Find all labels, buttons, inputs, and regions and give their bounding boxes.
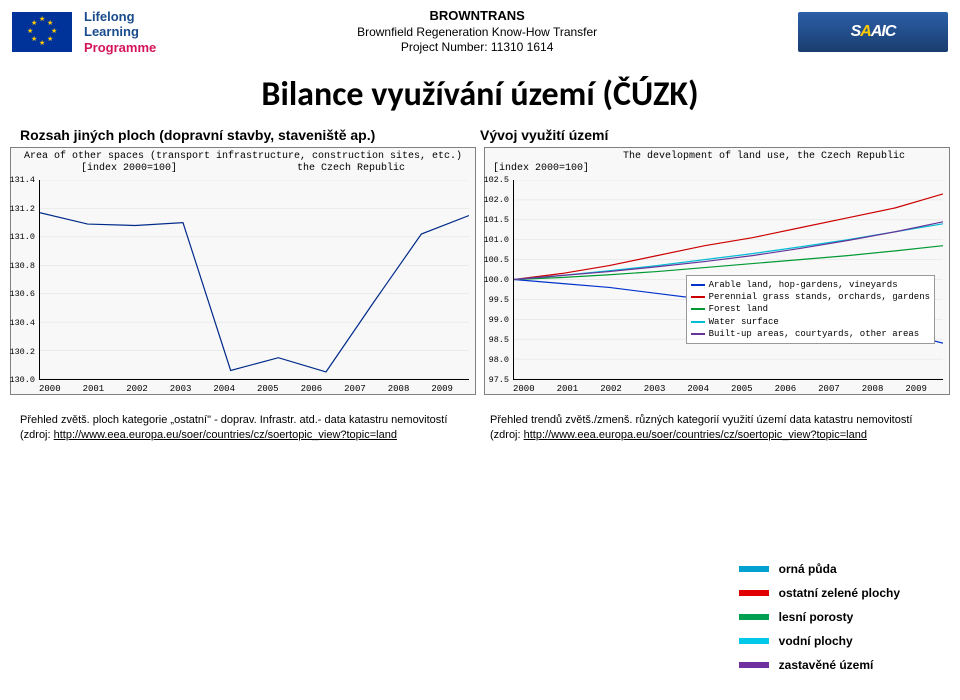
chart2-legend: Arable land, hop-gardens, vineyardsPeren…: [686, 275, 935, 344]
saaic-logo: SAAIC: [798, 12, 948, 52]
chart2-xlabels: 2000200120022003200420052006200720082009: [485, 384, 949, 394]
footer-right: Přehled trendů zvětš./zmenš. různých kat…: [490, 413, 940, 443]
chart1-title-l2: [index 2000=100] the Czech Republic: [15, 163, 471, 175]
footer-captions: Přehled zvětš. ploch kategorie „ostatní"…: [0, 399, 960, 451]
lifelong-line1: Lifelong: [84, 9, 156, 25]
project-number: Project Number: 11310 1614: [168, 40, 786, 56]
chart-right: The development of land use, the Czech R…: [484, 147, 950, 395]
chart2-title-l1: The development of land use, the Czech R…: [489, 151, 945, 163]
chart2-ylabels: 97.598.098.599.099.5100.0100.5101.0101.5…: [485, 180, 511, 380]
legend-item: zastavěné území: [739, 658, 900, 672]
lifelong-logo: Lifelong Learning Programme: [84, 9, 156, 56]
chart2-title-l2: [index 2000=100]: [489, 163, 945, 175]
legend-item: orná půda: [739, 562, 900, 576]
chart-left: Area of other spaces (transport infrastr…: [10, 147, 476, 395]
eu-flag-logo: ★★ ★★ ★★ ★★: [12, 12, 72, 52]
chart2-plot: Arable land, hop-gardens, vineyardsPeren…: [513, 180, 943, 380]
project-subtitle: Brownfield Regeneration Know-How Transfe…: [168, 25, 786, 41]
footer-right-link[interactable]: http://www.eea.europa.eu/soer/countries/…: [524, 429, 867, 441]
legend-item: lesní porosty: [739, 610, 900, 624]
chart1-xlabels: 2000200120022003200420052006200720082009: [11, 384, 475, 394]
bottom-legend: orná půda ostatní zelené plochy lesní poro…: [739, 552, 900, 682]
project-name: BROWNTRANS: [168, 8, 786, 25]
project-title-block: BROWNTRANS Brownfield Regeneration Know-…: [168, 8, 786, 56]
main-title: Bilance využívání území (ČÚZK): [0, 74, 960, 115]
subtitle-left: Rozsah jiných ploch (dopravní stavby, st…: [20, 127, 480, 143]
legend-item: ostatní zelené plochy: [739, 586, 900, 600]
header: ★★ ★★ ★★ ★★ Lifelong Learning Programme …: [0, 0, 960, 64]
subtitle-right: Vývoj využití území: [480, 127, 940, 143]
chart1-title-l1: Area of other spaces (transport infrastr…: [15, 151, 471, 163]
lifelong-line3: Programme: [84, 40, 156, 56]
footer-left: Přehled zvětš. ploch kategorie „ostatní"…: [20, 413, 470, 443]
chart1-ylabels: 130.0130.2130.4130.6130.8131.0131.2131.4: [11, 180, 37, 380]
chart1-plot: [39, 180, 469, 380]
legend-item: vodní plochy: [739, 634, 900, 648]
chart2-title: The development of land use, the Czech R…: [485, 148, 949, 178]
subtitle-row: Rozsah jiných ploch (dopravní stavby, st…: [0, 127, 960, 143]
lifelong-line2: Learning: [84, 24, 156, 40]
charts-row: Area of other spaces (transport infrastr…: [0, 143, 960, 399]
footer-left-link[interactable]: http://www.eea.europa.eu/soer/countries/…: [54, 429, 397, 441]
chart1-title: Area of other spaces (transport infrastr…: [11, 148, 475, 178]
